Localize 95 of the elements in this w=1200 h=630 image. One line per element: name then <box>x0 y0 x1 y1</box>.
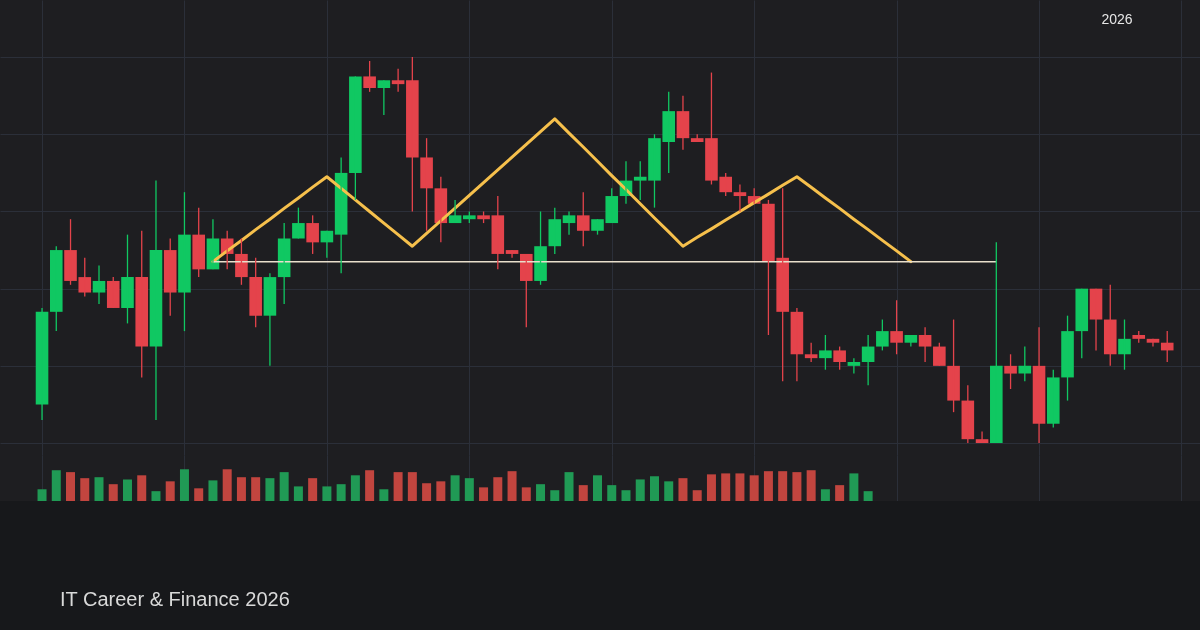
bar <box>251 477 261 501</box>
bar <box>293 486 303 501</box>
candlestick <box>420 137 433 232</box>
candlestick <box>106 276 120 309</box>
bar <box>578 485 588 501</box>
candlestick <box>1118 318 1131 371</box>
candlestick <box>306 214 319 255</box>
bar <box>236 477 246 501</box>
bar <box>66 472 76 501</box>
bar <box>308 478 318 501</box>
candlestick <box>235 237 248 286</box>
bar <box>536 484 546 501</box>
candlestick <box>363 60 376 93</box>
bar <box>778 471 788 501</box>
bar <box>735 473 745 501</box>
text: 2026 <box>1101 11 1133 27</box>
text: IT Career & Finance 2026 <box>60 588 290 610</box>
candlestick <box>292 206 305 240</box>
candlestick <box>406 56 419 213</box>
bar <box>336 484 346 501</box>
bar <box>165 481 175 501</box>
bar <box>749 475 759 501</box>
bar <box>593 475 603 501</box>
bar <box>151 491 161 501</box>
candlestick <box>1075 288 1089 359</box>
bar <box>208 480 218 501</box>
candlestick <box>804 342 818 363</box>
candlestick <box>1018 345 1032 382</box>
bar <box>706 474 716 501</box>
bar <box>564 472 574 501</box>
candlestick <box>1004 353 1017 390</box>
candlestick <box>121 233 134 325</box>
candlestick <box>890 299 903 355</box>
candlestick <box>178 191 191 332</box>
candlestick <box>135 230 149 379</box>
bar <box>108 484 118 501</box>
candlestick <box>534 210 547 286</box>
bar <box>835 485 845 501</box>
bar <box>621 490 631 501</box>
candlestick <box>947 318 960 413</box>
candlestick <box>933 342 946 367</box>
candlestick <box>990 241 1003 444</box>
bar <box>265 478 275 501</box>
bar <box>806 470 816 501</box>
candlestick <box>1046 369 1060 429</box>
bar <box>393 472 403 501</box>
bar <box>194 488 204 501</box>
bar <box>692 490 702 501</box>
bar <box>450 475 460 501</box>
bar <box>479 487 489 501</box>
candlestick <box>163 237 177 317</box>
bar <box>464 478 474 501</box>
bar <box>863 491 873 501</box>
bar <box>137 475 147 501</box>
bar <box>365 470 375 501</box>
bar <box>436 481 446 501</box>
bar <box>849 473 859 501</box>
bar <box>792 472 802 501</box>
bar <box>379 489 389 501</box>
bar <box>820 489 830 501</box>
candlestick <box>519 253 533 328</box>
candlestick <box>833 345 846 371</box>
bar <box>122 479 132 501</box>
bar <box>678 478 688 501</box>
candlestick <box>576 191 590 247</box>
bar <box>550 490 560 501</box>
bar <box>635 479 645 501</box>
bar <box>664 481 674 501</box>
bar <box>222 469 232 501</box>
bar <box>721 473 731 501</box>
candlestick <box>249 257 262 328</box>
bar <box>493 477 503 501</box>
bar <box>649 476 659 501</box>
bar <box>179 469 189 501</box>
candlestick <box>192 206 205 278</box>
candlestick <box>876 318 889 352</box>
bar <box>607 485 617 501</box>
candlestick <box>1103 284 1117 367</box>
bar <box>507 471 517 501</box>
bar <box>407 472 417 501</box>
bar <box>37 489 47 501</box>
bar <box>80 478 90 501</box>
bar <box>279 472 289 501</box>
candlestick <box>349 75 362 201</box>
candlestick <box>1061 315 1074 402</box>
candlestick <box>548 206 562 255</box>
bar <box>763 471 773 501</box>
bar <box>322 486 332 501</box>
bar <box>422 483 432 501</box>
bar <box>51 470 61 501</box>
bar <box>350 475 360 501</box>
candlestick <box>819 334 832 371</box>
bar <box>521 487 531 501</box>
bar <box>94 477 104 501</box>
candlestick <box>49 245 63 332</box>
